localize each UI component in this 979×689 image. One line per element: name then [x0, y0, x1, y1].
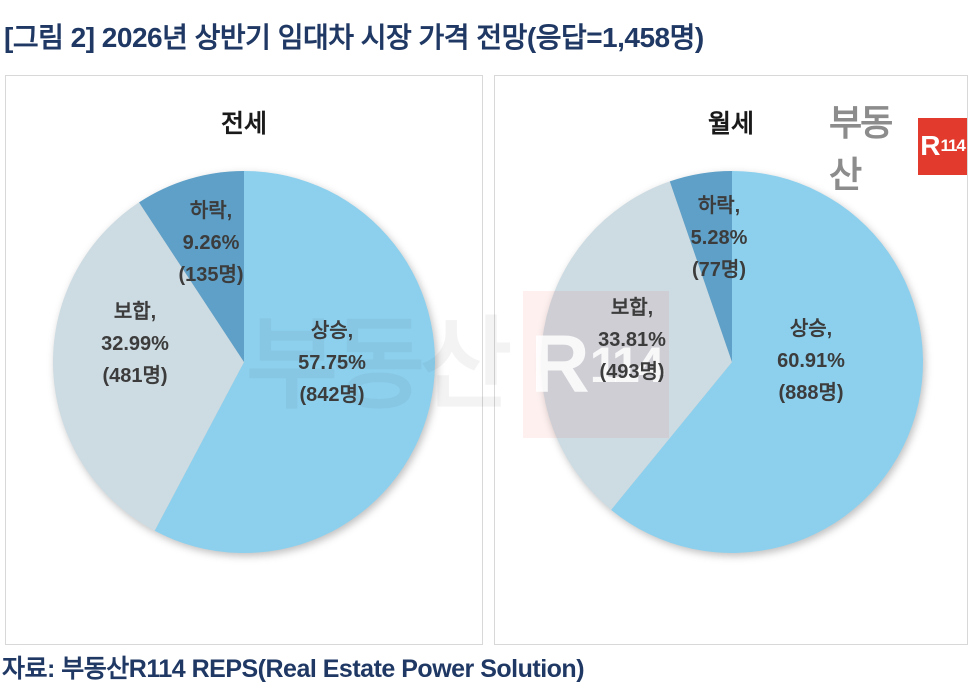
- panel-wolse: 월세 상승, 60.91% (888명) 보합, 33.81% (493명) 하락, 5.28…: [494, 75, 968, 645]
- pie-slice-rise: [611, 171, 924, 553]
- brand-logo-badge: R 114: [918, 117, 967, 175]
- pie-label-flat: 보합, 33.81% (493명): [598, 297, 666, 383]
- brand-logo: 부동산 R 114: [829, 94, 967, 198]
- pie-slice-fall: [669, 171, 732, 362]
- pie-slice-flat: [541, 181, 732, 510]
- pie-label-rise: 상승, 60.91% (888명): [777, 318, 845, 404]
- pie-slice-rise: [154, 171, 436, 553]
- source-note: 자료: 부동산R114 REPS(Real Estate Power Solut…: [2, 655, 585, 683]
- panel-jeonse: 전세 상승, 57.75% (842명) 보합, 32.99% (481명) 하락, 9.26…: [5, 75, 483, 645]
- pie-labels-wolse: 상승, 60.91% (888명) 보합, 33.81% (493명) 하락, 5.28% (7…: [495, 76, 967, 644]
- brand-logo-r: R: [920, 130, 941, 161]
- pie-chart-jeonse: [53, 171, 436, 553]
- brand-logo-num: 114: [940, 136, 965, 155]
- pie-chart-wolse: [541, 171, 924, 553]
- pie-labels-jeonse: 상승, 57.75% (842명) 보합, 32.99% (481명) 하락, 9.26% (1…: [6, 76, 482, 644]
- pie-label-fall: 하락, 9.26% (135명): [178, 200, 244, 286]
- figure-title: [그림 2] 2026년 상반기 임대차 시장 가격 전망(응답=1,458명): [4, 22, 704, 53]
- pie-label-fall: 하락, 5.28% (77명): [690, 195, 748, 281]
- brand-logo-text: 부동산: [829, 102, 893, 195]
- pie-slice-fall: [139, 171, 244, 362]
- pie-label-flat: 보합, 32.99% (481명): [101, 301, 169, 387]
- pie-slice-flat: [53, 202, 244, 531]
- chart-title-wolse: 월세: [707, 110, 754, 138]
- chart-title-jeonse: 전세: [220, 110, 267, 138]
- pie-label-rise: 상승, 57.75% (842명): [298, 320, 366, 406]
